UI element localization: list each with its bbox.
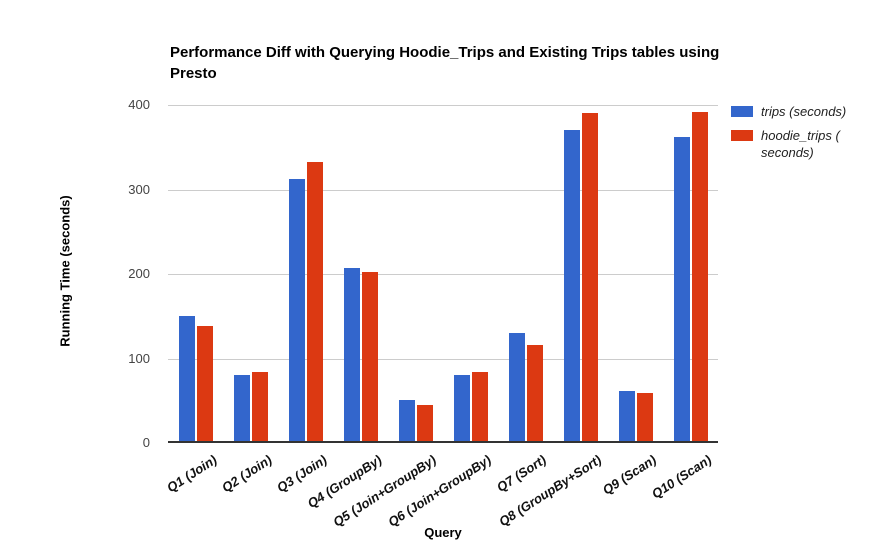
bar-hoodie-trips-2[interactable] <box>251 372 268 443</box>
x-axis-labels: Q1 (Join) Q2 (Join) Q3 (Join) Q4 (GroupBy) Q… <box>164 446 718 530</box>
bar-trips-4[interactable] <box>343 268 360 443</box>
legend-item: hoodie_trips ( seconds) <box>731 127 883 161</box>
gridline <box>168 189 718 191</box>
x-axis-line <box>168 441 718 443</box>
chart-title: Performance Diff with Querying Hoodie_Tr… <box>170 44 720 82</box>
y-axis-title: Running Time (seconds) <box>57 195 73 347</box>
x-category-label: Q2 (Join) <box>218 452 275 496</box>
y-tick-label: 200 <box>128 266 150 281</box>
bar-trips-6[interactable] <box>453 374 470 443</box>
x-category-label: Q8 (GroupBy+Sort) <box>496 452 605 530</box>
bar-hoodie-trips-4[interactable] <box>361 272 378 443</box>
y-tick-label: 400 <box>128 97 150 112</box>
x-category-label: Q6 (Join+GroupBy) <box>385 452 495 530</box>
bar-trips-3[interactable] <box>288 178 305 443</box>
y-tick-label: 300 <box>128 181 150 197</box>
bar-trips-7[interactable] <box>508 333 525 443</box>
legend-label: hoodie_trips ( seconds) <box>761 128 840 160</box>
gridline <box>168 105 718 106</box>
bar-trips-1[interactable] <box>178 316 195 443</box>
bar-trips-5[interactable] <box>398 399 415 443</box>
bar-trips-8[interactable] <box>563 129 580 443</box>
gridline <box>168 358 718 360</box>
legend: trips (seconds) hoodie_trips ( seconds) <box>731 103 883 168</box>
plot-area <box>168 105 718 443</box>
legend-swatch-icon <box>731 106 753 117</box>
bar-hoodie-trips-5[interactable] <box>416 404 433 443</box>
bar-hoodie-trips-6[interactable] <box>471 372 488 443</box>
bar-hoodie-trips-1[interactable] <box>196 326 213 443</box>
y-tick-label: 100 <box>128 350 150 366</box>
bar-hoodie-trips-8[interactable] <box>581 113 598 443</box>
bar-hoodie-trips-9[interactable] <box>636 393 653 443</box>
bar-trips-9[interactable] <box>618 391 635 443</box>
bar-hoodie-trips-3[interactable] <box>306 162 323 443</box>
gridline <box>168 274 718 275</box>
y-tick-label: 0 <box>142 435 150 450</box>
bar-hoodie-trips-7[interactable] <box>526 344 543 443</box>
x-category-label: Q1 (Join) <box>163 452 220 496</box>
legend-label: trips (seconds) <box>761 104 847 119</box>
legend-item: trips (seconds) <box>731 103 883 120</box>
legend-swatch-icon <box>731 130 753 141</box>
bar-trips-2[interactable] <box>233 374 250 443</box>
bar-trips-10[interactable] <box>673 137 690 443</box>
x-axis-title: Query <box>424 525 462 540</box>
x-category-label: Q10 (Scan) <box>649 452 715 502</box>
bar-hoodie-trips-10[interactable] <box>691 111 708 443</box>
